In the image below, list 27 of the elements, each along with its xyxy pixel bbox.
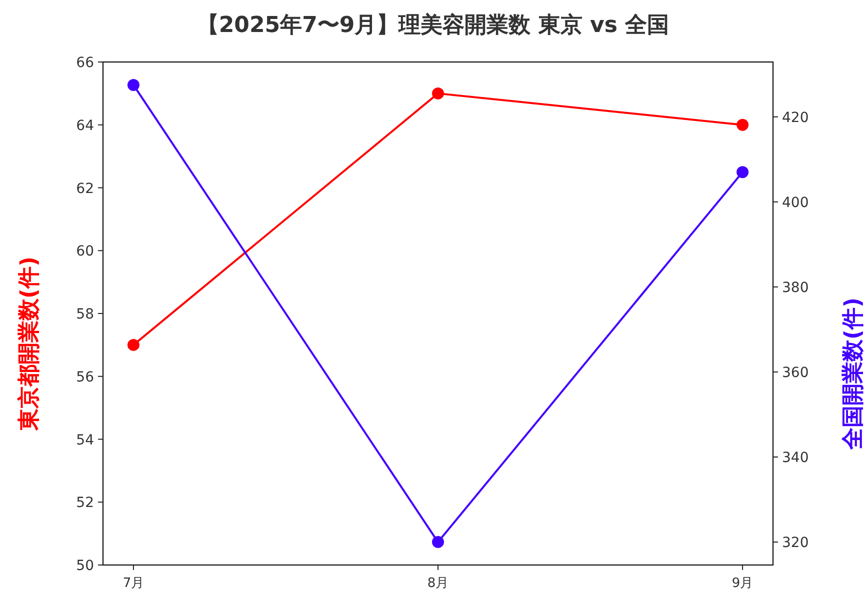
y-tick-label: 54: [76, 432, 94, 448]
point: [127, 338, 140, 351]
y-tick-label: 50: [76, 558, 94, 574]
point: [127, 78, 140, 91]
y2-tick-label: 320: [782, 535, 809, 552]
point: [432, 87, 444, 100]
y2-tick-label: 420: [782, 110, 809, 126]
y2-axis-title: 全国開業数(件): [841, 297, 866, 451]
y-axis-title: 東京都開業数(件): [16, 256, 42, 432]
y2-tick-label: 340: [782, 450, 809, 466]
x-tick-label: 9月: [732, 576, 754, 591]
y-tick-label: 62: [76, 180, 94, 197]
chart-title: 【2025年7〜9月】理美容開業数 東京 vs 全国: [196, 12, 670, 38]
y2-tick-label: 400: [782, 194, 809, 211]
y2-tick-label: 380: [782, 280, 809, 296]
y2-tick-label: 360: [782, 364, 809, 381]
y-tick-label: 60: [76, 244, 94, 260]
point: [432, 536, 444, 548]
x-tick-label: 7月: [122, 576, 144, 591]
y-tick-label: 58: [76, 306, 94, 322]
y-tick-label: 64: [76, 118, 94, 134]
y-tick-label: 56: [76, 369, 94, 386]
y-tick-label: 52: [76, 495, 94, 512]
point: [736, 118, 749, 131]
point: [736, 166, 749, 178]
x-tick-label: 8月: [427, 576, 449, 591]
y-tick-label: 66: [76, 55, 94, 71]
